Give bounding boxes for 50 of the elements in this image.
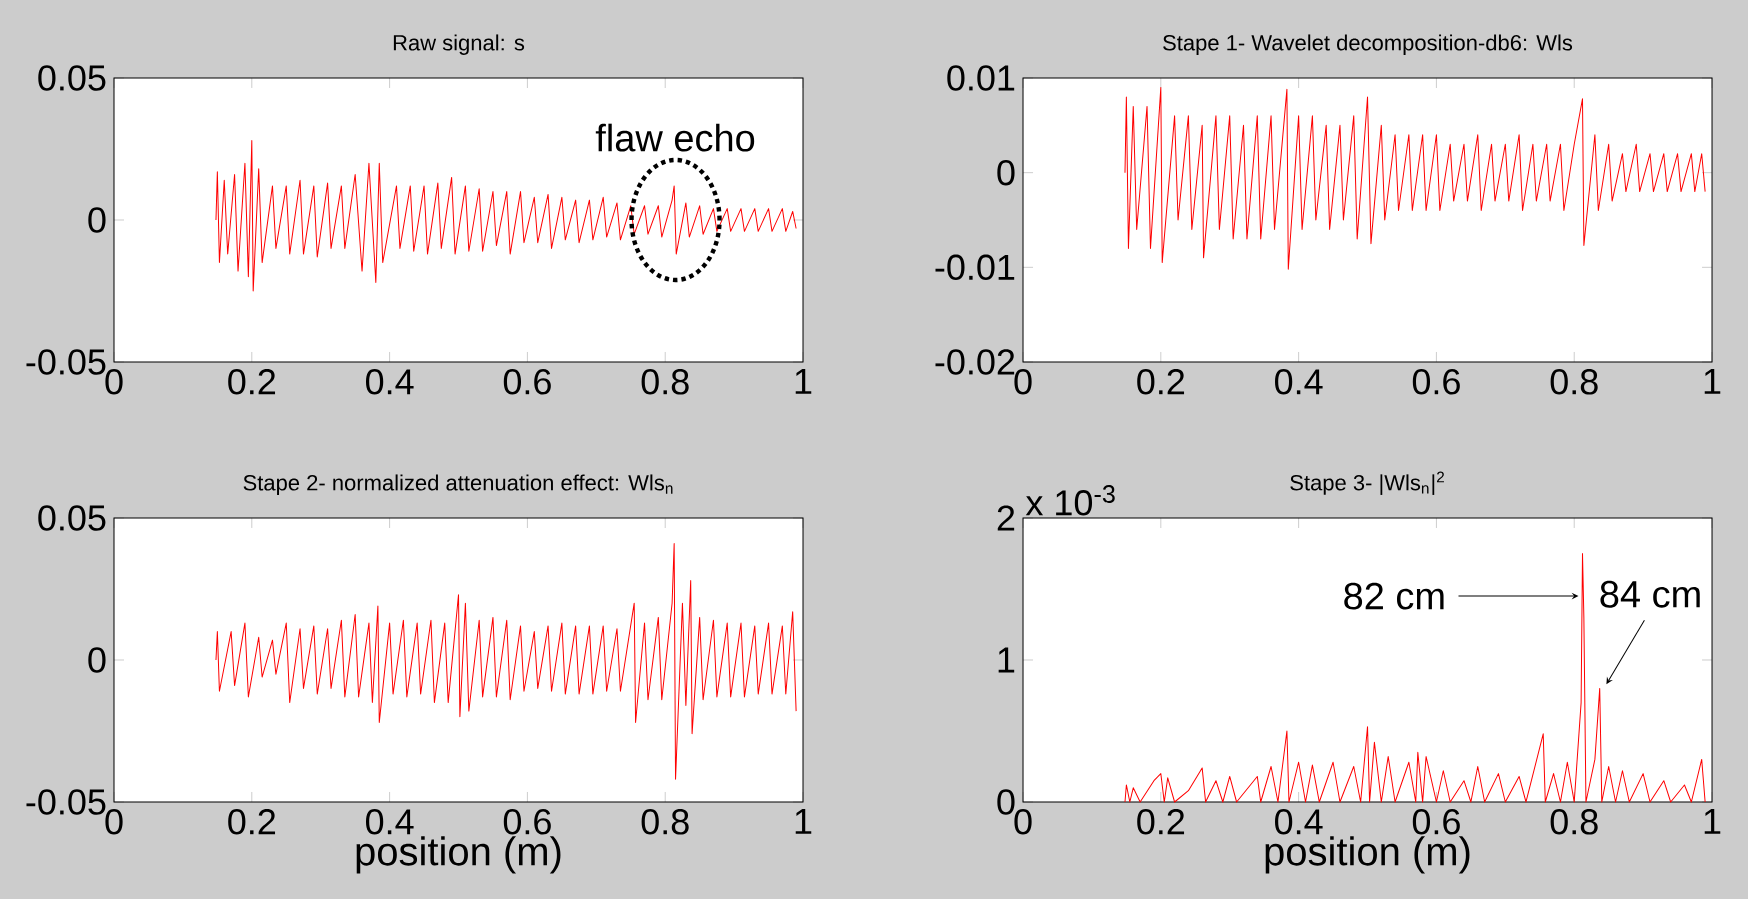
x-tick-label: 0.4 bbox=[1275, 809, 1323, 835]
x-tick-label: 0.6 bbox=[503, 369, 551, 395]
y-tick-label: -0.01 bbox=[935, 254, 1015, 281]
x-tick-label: 1 bbox=[1704, 809, 1721, 834]
x-tick-label: 0 bbox=[105, 369, 123, 395]
x-axis-title: position (m) bbox=[356, 836, 561, 874]
x-tick-label: 0.8 bbox=[1550, 369, 1598, 395]
annotation: flaw echo bbox=[595, 123, 755, 152]
text: x 10$^{-3}$ bbox=[1025, 485, 1115, 516]
x-tick-label: 0 bbox=[105, 809, 123, 835]
x-tick-label: 0 bbox=[1014, 369, 1032, 395]
y-tick-label: -0.02 bbox=[935, 349, 1015, 375]
y-tick-label: -0.05 bbox=[26, 789, 106, 815]
y-tick-label: 2 bbox=[997, 505, 1015, 531]
y-tick-label: -0.05 bbox=[26, 349, 106, 375]
x-tick-label: 1 bbox=[795, 369, 812, 394]
y-tick-label: 0 bbox=[88, 647, 106, 673]
chart-title: Stape 1- Wavelet decomposition-db6: Wls bbox=[1163, 34, 1573, 55]
annotation: 84 cm bbox=[1600, 580, 1700, 608]
x-tick-label: 0.2 bbox=[228, 369, 276, 395]
y-tick-label: 0 bbox=[997, 789, 1015, 815]
x-tick-label: 0.6 bbox=[1412, 809, 1460, 835]
y-tick-label: 0.05 bbox=[38, 505, 106, 531]
x-tick-label: 0.6 bbox=[1412, 369, 1460, 395]
x-tick-label: 0.2 bbox=[228, 809, 276, 835]
line-series bbox=[1124, 86, 1706, 270]
x-tick-label: 1 bbox=[795, 809, 812, 834]
y-tick-label: 0.05 bbox=[38, 65, 106, 91]
line-series bbox=[1124, 553, 1706, 803]
y-tick-label: 0.01 bbox=[947, 65, 1015, 91]
x-tick-label: 0.8 bbox=[641, 809, 689, 835]
x-tick-label: 0.8 bbox=[1550, 809, 1598, 835]
y-tick-label: 1 bbox=[998, 647, 1015, 673]
x-tick-label: 0.2 bbox=[1137, 369, 1185, 395]
line-series bbox=[215, 543, 797, 780]
x-tick-label: 0.2 bbox=[1137, 809, 1185, 835]
x-tick-label: 0.4 bbox=[1275, 369, 1323, 395]
x-tick-label: 0.8 bbox=[641, 369, 689, 395]
x-tick-label: 0 bbox=[1014, 809, 1032, 835]
chart-title: Raw signal: s bbox=[393, 34, 525, 55]
annotation: 82 cm bbox=[1344, 582, 1444, 610]
x-tick-label: 1 bbox=[1704, 369, 1721, 394]
chart-title: Stape 3- |Wls$_{n}$|$^{2}$ bbox=[1290, 471, 1444, 495]
x-axis-title: position (m) bbox=[1265, 836, 1470, 874]
y-tick-label: 0 bbox=[88, 207, 106, 233]
x-tick-label: 0.6 bbox=[503, 809, 551, 835]
x-tick-label: 0.4 bbox=[366, 809, 414, 835]
y-tick-label: 0 bbox=[997, 159, 1015, 186]
chart-title: Stape 2- normalized attenuation effect: Wls$_{n}$ bbox=[243, 474, 673, 495]
x-tick-label: 0.4 bbox=[366, 369, 414, 395]
